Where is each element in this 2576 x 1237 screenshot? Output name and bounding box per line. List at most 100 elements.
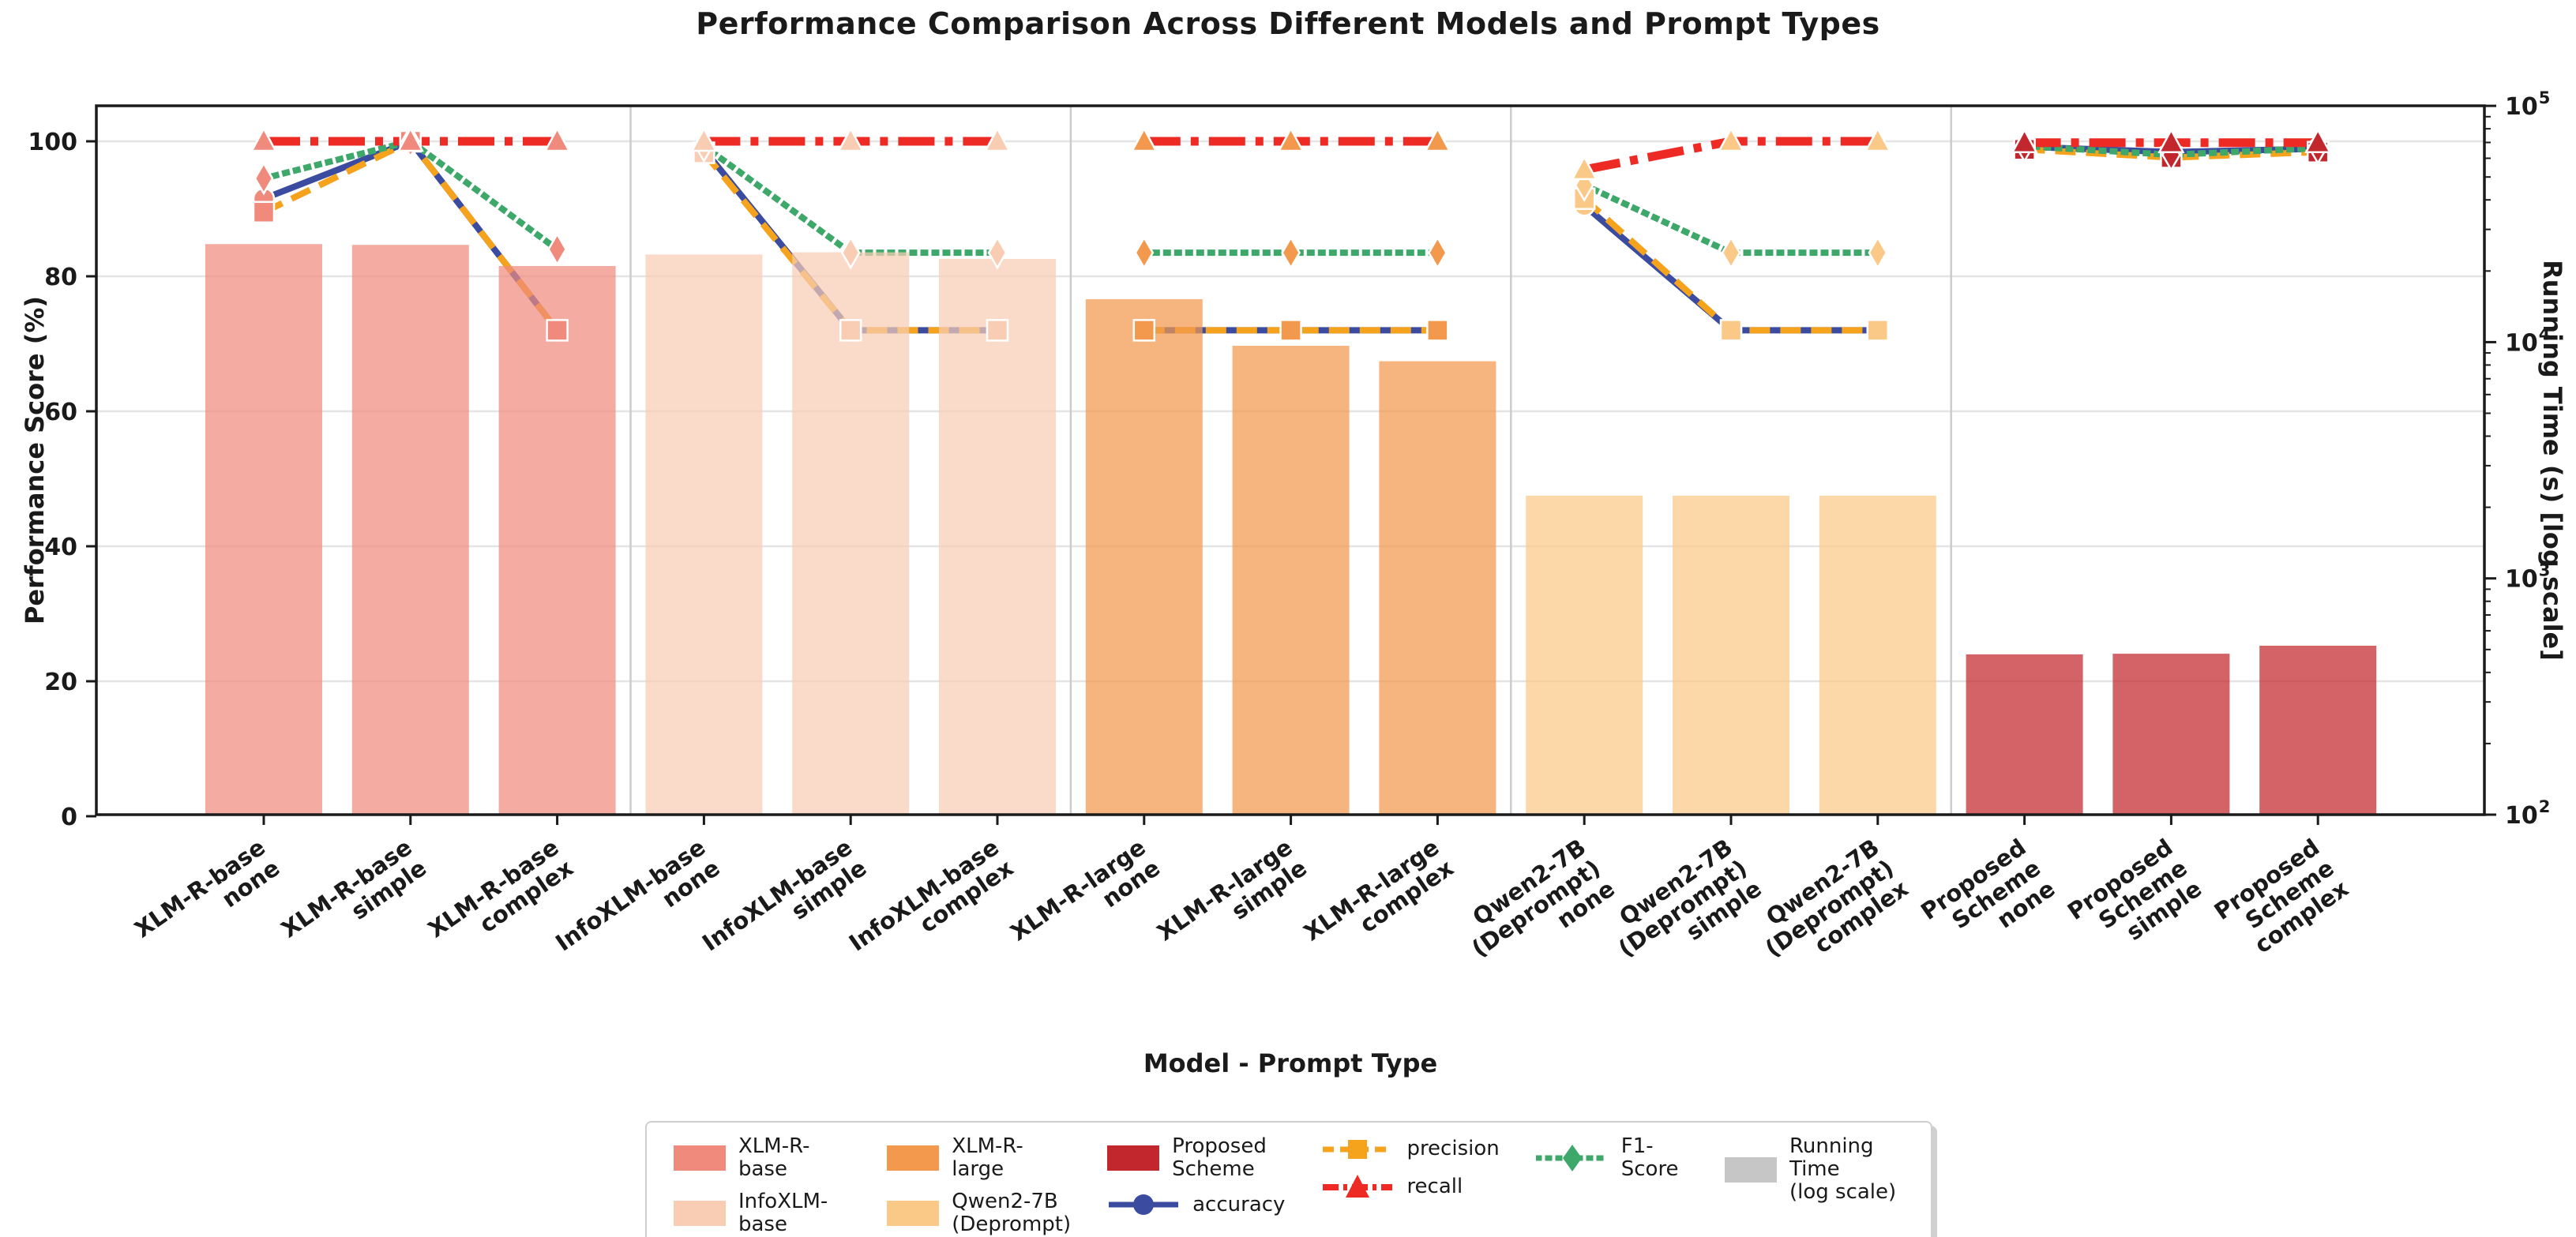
legend-col-6: Running Time (log scale) — [1724, 1134, 1904, 1205]
precision-line-sample — [1323, 1140, 1393, 1159]
marker-precision-InfoXLM-base-simple — [839, 319, 862, 342]
marker-f1-XLM-R-base-none — [253, 161, 274, 196]
proposed-scheme-swatch — [1107, 1145, 1160, 1171]
markers-layer — [250, 124, 2332, 342]
marker-f1-Qwen2-7B (Deprompt)-complex — [1868, 235, 1888, 270]
legend-label: Qwen2-7B (Deprompt) — [952, 1190, 1072, 1237]
marker-recall-XLM-R-base-none — [250, 126, 278, 152]
legend-item-f1-score: F1-Score — [1535, 1134, 1688, 1182]
line-f1-Qwen2-7B (Deprompt) — [1579, 181, 1881, 257]
legend-col-3: Proposed Scheme accuracy — [1107, 1134, 1285, 1219]
legend-item-xlm-r-base: XLM-R-base — [674, 1134, 851, 1182]
bar-Qwen2-7B (Deprompt)-none — [1526, 495, 1643, 815]
x-tick-label: ProposedSchemenone — [1916, 834, 2060, 967]
bar-InfoXLM-base-complex — [939, 258, 1056, 815]
legend-label: accuracy — [1192, 1192, 1286, 1216]
x-tick-label: XLM-R-largenone — [1005, 834, 1165, 967]
legend-label: precision — [1406, 1137, 1500, 1161]
bar-Proposed Scheme-simple — [2112, 654, 2230, 815]
marker-recall-XLM-R-large-simple — [1277, 126, 1305, 152]
legend-item-precision: precision — [1321, 1135, 1500, 1164]
bar-XLM-R-base-none — [205, 244, 322, 815]
legend-item-accuracy: accuracy — [1107, 1190, 1285, 1219]
bar-Proposed Scheme-none — [1966, 654, 2083, 815]
marker-recall-XLM-R-base-simple — [396, 126, 424, 152]
x-tick-label: XLM-R-largesimple — [1152, 834, 1312, 967]
x-tick-label: XLM-R-basesimple — [276, 834, 431, 964]
marker-recall-InfoXLM-base-none — [690, 126, 718, 152]
marker-precision-XLM-R-base-complex — [546, 319, 569, 342]
x-tick-label: Qwen2-7B(Deprompt)simple — [1599, 834, 1767, 983]
ticks-layer — [86, 104, 2496, 825]
chart-title: Performance Comparison Across Different … — [696, 6, 1880, 41]
xlm-r-base-swatch — [674, 1145, 726, 1171]
left-tick-label: 20 — [44, 669, 77, 696]
marker-f1-InfoXLM-base-complex — [987, 235, 1008, 270]
legend-label: InfoXLM-base — [738, 1190, 828, 1237]
marker-recall-Proposed Scheme-simple — [2157, 128, 2185, 153]
x-tick-label: Qwen2-7B(Deprompt)none — [1452, 834, 1620, 983]
legend-col-4: precision recall — [1321, 1135, 1500, 1201]
x-tick-label: InfoXLM-basesimple — [697, 834, 872, 977]
right-tick-label: 105 — [2505, 88, 2550, 121]
legend-col-1: XLM-R-base InfoXLM-base — [674, 1134, 851, 1236]
marker-recall-InfoXLM-base-complex — [983, 126, 1012, 152]
line-precision-Proposed Scheme — [2024, 146, 2319, 161]
x-tick-label: Qwen2-7B(Deprompt)complex — [1746, 834, 1913, 983]
marker-recall-InfoXLM-base-simple — [837, 126, 865, 152]
marker-f1-XLM-R-large-none — [1134, 235, 1155, 270]
legend-col-5: F1-Score — [1535, 1134, 1688, 1182]
legend-label: F1-Score — [1620, 1134, 1679, 1182]
legend-item-infoxlm-base: InfoXLM-base — [674, 1190, 851, 1236]
legend-box: XLM-R-base InfoXLM-base XLM-R-large Qwen… — [645, 1121, 1932, 1237]
bar-XLM-R-large-complex — [1379, 361, 1496, 815]
legend-label: recall — [1406, 1175, 1463, 1199]
left-axis-title: Performance Score (%) — [20, 295, 50, 625]
marker-recall-Qwen2-7B (Deprompt)-none — [1571, 155, 1598, 181]
legend-item-xlm-r-large: XLM-R-large — [887, 1134, 1071, 1182]
marker-f1-XLM-R-large-simple — [1281, 235, 1301, 270]
bar-XLM-R-large-simple — [1232, 346, 1350, 815]
running-time-swatch — [1724, 1156, 1777, 1183]
marker-recall-Qwen2-7B (Deprompt)-simple — [1717, 126, 1745, 152]
legend-label: XLM-R-base — [738, 1134, 810, 1182]
right-tick-label: 102 — [2505, 797, 2550, 830]
marker-precision-XLM-R-large-none — [1132, 319, 1156, 342]
marker-precision-InfoXLM-base-complex — [986, 319, 1009, 342]
marker-f1-XLM-R-large-complex — [1427, 235, 1448, 270]
left-tick-label: 0 — [61, 804, 77, 831]
bar-XLM-R-base-complex — [498, 265, 616, 815]
recall-line-sample — [1323, 1175, 1393, 1198]
legend-label: XLM-R-large — [952, 1134, 1023, 1182]
marker-recall-XLM-R-large-none — [1130, 126, 1158, 152]
legend-label: Proposed Scheme — [1172, 1134, 1267, 1182]
left-tick-label: 60 — [44, 399, 77, 426]
right-axis-title: Running Time (s) [log scale] — [2537, 260, 2567, 661]
marker-precision-Qwen2-7B (Deprompt)-complex — [1866, 319, 1890, 342]
legend-item-proposed-scheme: Proposed Scheme — [1107, 1134, 1285, 1182]
x-tick-label: XLM-R-basecomplex — [423, 834, 578, 964]
bar-XLM-R-base-simple — [351, 245, 469, 815]
left-tick-label: 80 — [44, 264, 77, 291]
xlm-r-large-swatch — [887, 1145, 940, 1171]
bars-layer — [205, 244, 2377, 815]
marker-recall-XLM-R-large-complex — [1424, 126, 1451, 152]
marker-recall-Qwen2-7B (Deprompt)-complex — [1864, 126, 1891, 152]
legend-item-running-time: Running Time (log scale) — [1724, 1134, 1904, 1205]
marker-f1-XLM-R-base-complex — [547, 232, 568, 267]
x-tick-label: InfoXLM-basenone — [550, 834, 725, 977]
x-tick-label: InfoXLM-basecomplex — [844, 834, 1019, 977]
x-axis-title: Model - Prompt Type — [1143, 1048, 1438, 1078]
bar-XLM-R-large-none — [1085, 298, 1203, 815]
x-tick-label: ProposedSchemesimple — [2063, 834, 2206, 967]
bar-InfoXLM-base-none — [645, 254, 763, 815]
marker-f1-InfoXLM-base-simple — [840, 235, 861, 270]
bar-Qwen2-7B (Deprompt)-complex — [1819, 495, 1936, 815]
marker-precision-XLM-R-large-simple — [1279, 319, 1302, 342]
marker-precision-XLM-R-base-none — [252, 201, 276, 224]
marker-recall-XLM-R-base-complex — [543, 126, 571, 152]
legend-label: Running Time (log scale) — [1789, 1134, 1897, 1205]
f1-score-line-sample — [1535, 1145, 1609, 1172]
